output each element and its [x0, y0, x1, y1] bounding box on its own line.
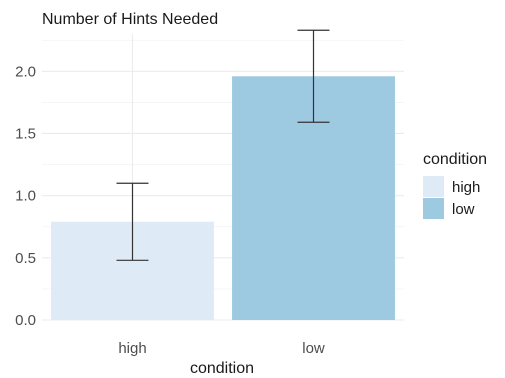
chart-title: Number of Hints Needed	[42, 11, 218, 28]
error-bars	[116, 29, 330, 261]
y-tick-label: 1.0	[15, 188, 36, 205]
x-axis-label: condition	[190, 360, 254, 377]
bars	[51, 76, 395, 320]
x-axis-ticks: high low	[118, 340, 325, 357]
y-tick-label: 1.5	[15, 125, 36, 142]
y-tick-label: 0.5	[15, 250, 36, 267]
y-axis-ticks: 0.0 0.5 1.0 1.5 2.0	[15, 63, 36, 329]
error-bar-low	[297, 29, 330, 123]
y-tick-label: 2.0	[15, 63, 36, 80]
legend-key-low	[423, 198, 444, 219]
legend-title: condition	[423, 151, 487, 168]
x-tick-label: high	[118, 340, 146, 357]
legend-label: low	[452, 201, 475, 218]
legend-key-high	[423, 176, 444, 197]
y-tick-label: 0.0	[15, 312, 36, 329]
error-bar-high	[116, 182, 149, 261]
x-tick-label: low	[302, 340, 325, 357]
legend: condition high low	[423, 151, 487, 219]
legend-label: high	[452, 179, 480, 196]
